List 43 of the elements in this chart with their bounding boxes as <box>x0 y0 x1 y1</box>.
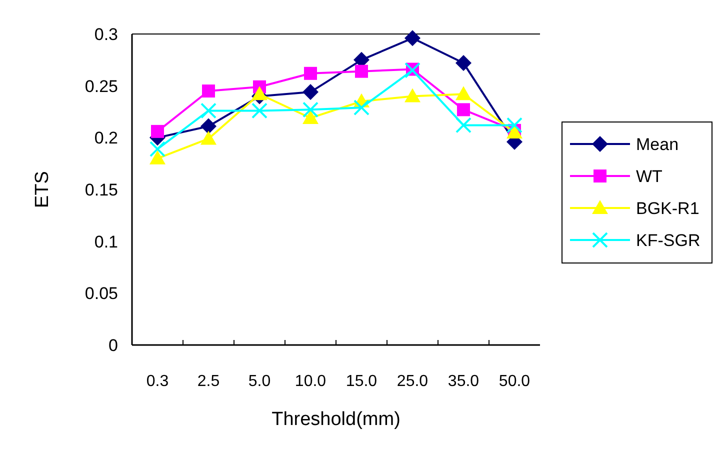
legend-label: BGK-R1 <box>636 198 700 218</box>
point <box>456 86 472 100</box>
y-tick-label: 0.1 <box>94 232 118 252</box>
y-tick-label: 0 <box>108 336 118 355</box>
x-tick-label: 25.0 <box>396 373 428 390</box>
y-tick-label: 0.3 <box>94 24 118 44</box>
point <box>304 66 317 80</box>
point <box>202 84 215 98</box>
point <box>252 86 268 100</box>
x-tick-label: 35.0 <box>448 373 480 390</box>
x-tick-label: 50.0 <box>498 373 530 390</box>
x-axis-title: Threshold(mm) <box>272 409 400 430</box>
point <box>457 103 470 116</box>
point <box>354 100 370 116</box>
point <box>456 55 472 72</box>
legend-label: KF-SGR <box>636 230 700 250</box>
point <box>151 124 164 138</box>
point <box>200 118 216 134</box>
point <box>355 64 368 78</box>
x-tick-label: 2.5 <box>197 373 220 390</box>
x-tick-label: 5.0 <box>248 373 271 390</box>
y-tick-label: 0.25 <box>84 76 118 96</box>
y-tick-label: 0.15 <box>84 180 118 200</box>
legend-label: Mean <box>636 134 679 154</box>
point <box>302 84 318 100</box>
point <box>302 110 318 124</box>
point <box>150 141 166 158</box>
point <box>404 88 420 102</box>
point <box>150 150 166 164</box>
point <box>200 130 216 145</box>
point <box>404 30 420 46</box>
x-tick-label: 10.0 <box>294 373 326 390</box>
legend-label: WT <box>636 166 662 186</box>
x-tick-label: 0.3 <box>146 373 169 390</box>
point <box>456 117 472 134</box>
point <box>302 102 318 118</box>
point <box>252 102 268 119</box>
x-tick-label: 15.0 <box>346 373 378 390</box>
y-axis-title: ETS <box>32 171 53 208</box>
y-tick-label: 0.05 <box>84 284 118 304</box>
point <box>506 117 522 134</box>
y-tick-label: 0.2 <box>94 128 118 148</box>
point <box>200 102 216 119</box>
